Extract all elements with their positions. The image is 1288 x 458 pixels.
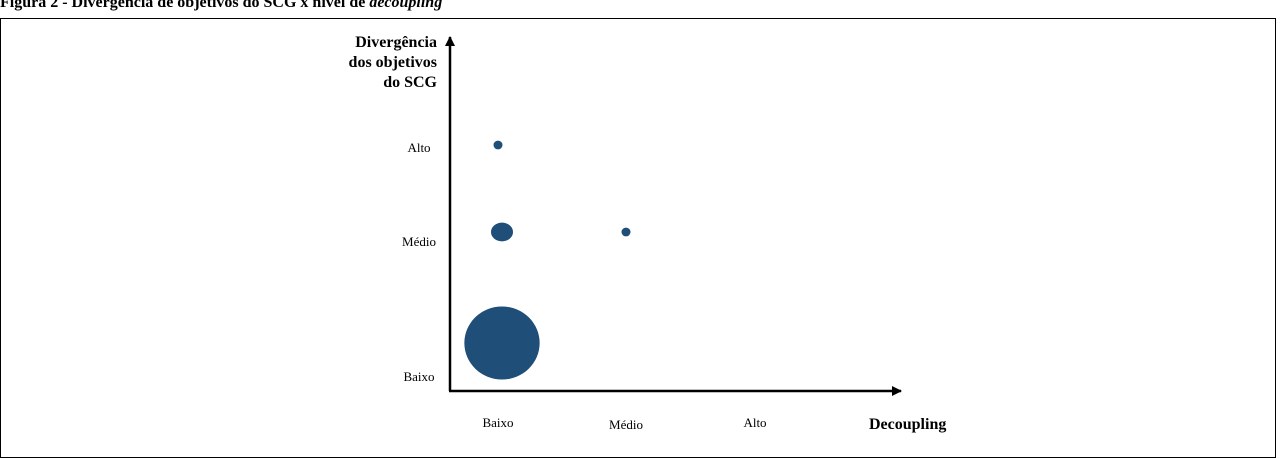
y-axis-title-line: dos objetivos — [349, 54, 437, 71]
y-axis-title-line: do SCG — [383, 74, 437, 91]
chart-frame: Divergência dos objetivos do SCG Baixo Médi… — [0, 18, 1276, 458]
x-axis-title: Decoupling — [869, 416, 946, 433]
bubble-point — [621, 227, 631, 237]
x-tick-label: Médio — [609, 417, 643, 432]
y-tick-label: Alto — [407, 140, 430, 155]
y-tick-label: Médio — [402, 234, 436, 249]
bubbles — [464, 140, 631, 380]
x-axis-title-group: Decoupling — [869, 416, 946, 433]
bubble-point — [464, 306, 540, 380]
y-axis-title: Divergência dos objetivos do SCG — [349, 34, 438, 91]
bubble-point — [493, 140, 503, 150]
figure-caption-prefix: Figura 2 - Divergência de objetivos do S… — [0, 0, 370, 11]
figure-caption: Figura 2 - Divergência de objetivos do S… — [0, 0, 442, 12]
x-tick-labels: Baixo Médio Alto — [482, 415, 766, 432]
y-axis-title-line: Divergência — [355, 34, 437, 51]
x-tick-label: Alto — [743, 415, 766, 430]
figure-caption-emphasis: decoupling — [369, 0, 443, 11]
y-tick-labels: Baixo Médio Alto — [402, 140, 436, 384]
y-tick-label: Baixo — [403, 369, 434, 384]
axes — [445, 36, 902, 396]
bubble-point — [490, 222, 514, 242]
x-tick-label: Baixo — [482, 415, 513, 430]
bubble-chart: Divergência dos objetivos do SCG Baixo Médi… — [349, 34, 947, 433]
